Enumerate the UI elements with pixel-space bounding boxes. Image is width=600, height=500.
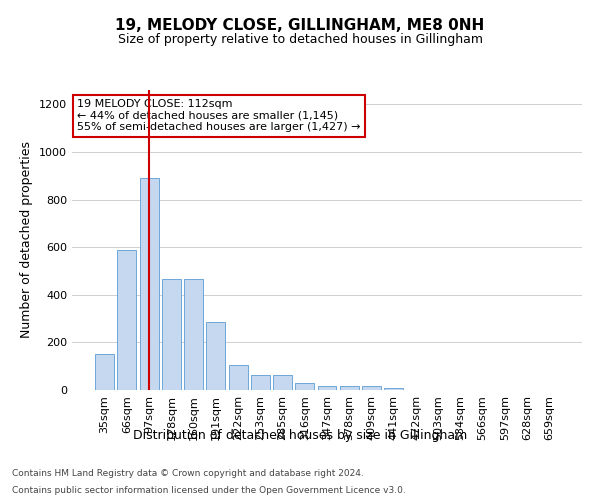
Bar [295,384,314,390]
Bar [95,354,114,390]
Bar [184,280,203,390]
Text: Contains public sector information licensed under the Open Government Licence v3: Contains public sector information licen… [12,486,406,495]
Text: Distribution of detached houses by size in Gillingham: Distribution of detached houses by size … [133,428,467,442]
Y-axis label: Number of detached properties: Number of detached properties [20,142,34,338]
Text: 19, MELODY CLOSE, GILLINGHAM, ME8 0NH: 19, MELODY CLOSE, GILLINGHAM, ME8 0NH [115,18,485,32]
Bar [118,250,136,390]
Bar [273,375,292,390]
Bar [229,365,248,390]
Bar [251,375,270,390]
Bar [384,388,403,390]
Bar [140,178,158,390]
Bar [317,386,337,390]
Bar [340,386,359,390]
Text: Contains HM Land Registry data © Crown copyright and database right 2024.: Contains HM Land Registry data © Crown c… [12,468,364,477]
Bar [362,386,381,390]
Text: Size of property relative to detached houses in Gillingham: Size of property relative to detached ho… [118,32,482,46]
Text: 19 MELODY CLOSE: 112sqm
← 44% of detached houses are smaller (1,145)
55% of semi: 19 MELODY CLOSE: 112sqm ← 44% of detache… [77,99,361,132]
Bar [162,280,181,390]
Bar [206,322,225,390]
